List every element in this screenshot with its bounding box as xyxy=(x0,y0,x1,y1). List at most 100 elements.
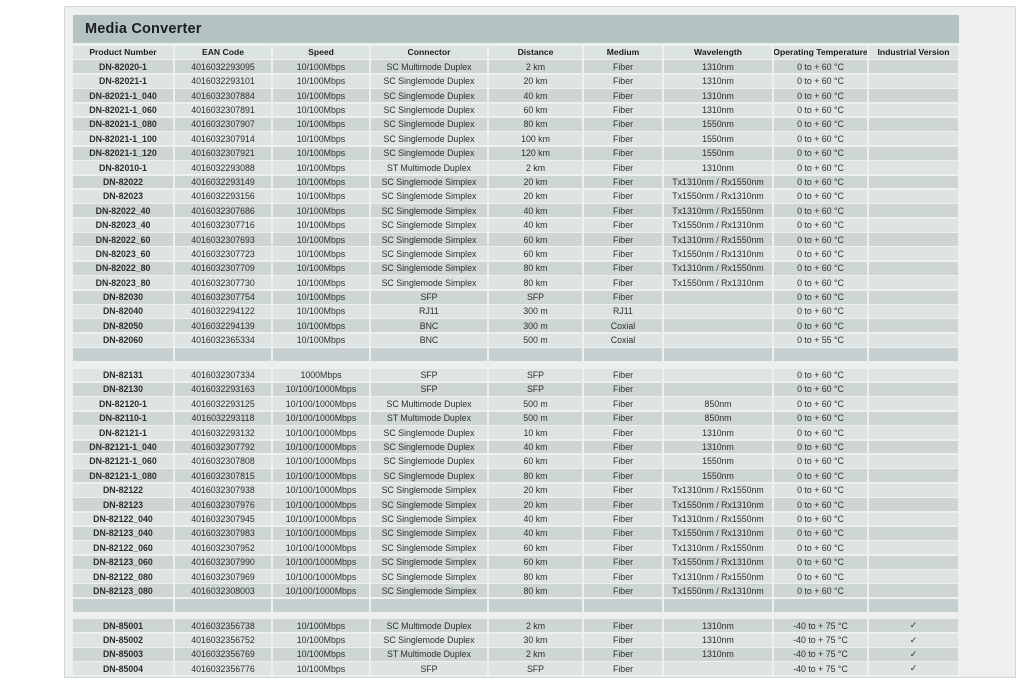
table-row: DN-82040 4016032294122 10/100Mbps RJ11 300 m… xyxy=(73,305,958,318)
cell-wavelength: Tx1550nm / Rx1310nm xyxy=(664,555,772,569)
cell-wavelength: Tx1310nm / Rx1550nm xyxy=(664,175,772,189)
table-row: DN-82023_60 4016032307723 10/100Mbps SC Sin… xyxy=(73,247,958,261)
cell-product-number: DN-82122 xyxy=(73,483,173,497)
media-converter-table: Product Number EAN Code Speed Connector Dist… xyxy=(73,46,1015,676)
cell-wavelength: Tx1550nm / Rx1310nm xyxy=(664,526,772,540)
cell-connector: SC Singlemode Simplex xyxy=(371,584,487,598)
cell-wavelength xyxy=(664,333,772,347)
cell-speed: 10/100/1000Mbps xyxy=(273,454,369,468)
cell-operating-temperature: 0 to + 60 °C xyxy=(774,305,867,318)
cell-distance: 40 km xyxy=(489,89,582,103)
check-icon: ✓ xyxy=(909,648,918,659)
cell-industrial-version: ✓ xyxy=(869,633,958,647)
cell-ean-code: 4016032307709 xyxy=(175,261,271,275)
cell-connector: SC Singlemode Simplex xyxy=(371,233,487,246)
cell-product-number: DN-82022_40 xyxy=(73,204,173,218)
cell-medium: Fiber xyxy=(584,498,662,511)
cell-wavelength: 1310nm xyxy=(664,648,772,661)
cell-operating-temperature: 0 to + 60 °C xyxy=(774,290,867,304)
cell-product-number: DN-82021-1_060 xyxy=(73,103,173,117)
cell-medium: Fiber xyxy=(584,161,662,175)
cell-product-number: DN-82121-1 xyxy=(73,426,173,440)
cell-ean-code: 4016032307730 xyxy=(175,276,271,290)
cell-product-number: DN-82022_60 xyxy=(73,233,173,246)
table-row: DN-82022_60 4016032307693 10/100Mbps SC Sin… xyxy=(73,233,958,246)
cell-wavelength xyxy=(664,368,772,382)
cell-wavelength: 1550nm xyxy=(664,454,772,468)
table-row: DN-82130 4016032293163 10/100/1000Mbps SFP S… xyxy=(73,382,958,396)
cell-speed: 10/100/1000Mbps xyxy=(273,584,369,598)
cell-operating-temperature: 0 to + 60 °C xyxy=(774,526,867,540)
cell-connector: SC Singlemode Duplex xyxy=(371,132,487,146)
cell-medium: Fiber xyxy=(584,132,662,146)
cell-medium: Fiber xyxy=(584,368,662,382)
cell-speed: 10/100/1000Mbps xyxy=(273,541,369,555)
table-row: DN-85001 4016032356738 10/100Mbps SC Multim… xyxy=(73,619,958,633)
cell-speed: 10/100/1000Mbps xyxy=(273,382,369,396)
cell-industrial-version xyxy=(869,411,958,425)
cell-product-number: DN-82131 xyxy=(73,368,173,382)
cell-connector: SC Singlemode Duplex xyxy=(371,146,487,160)
page-title: Media Converter xyxy=(85,21,202,37)
cell-speed: 10/100/1000Mbps xyxy=(273,469,369,483)
separator-cell xyxy=(489,598,582,612)
cell-connector: SC Singlemode Duplex xyxy=(371,426,487,440)
cell-speed: 10/100Mbps xyxy=(273,233,369,246)
cell-speed: 10/100Mbps xyxy=(273,103,369,117)
cell-product-number: DN-85003 xyxy=(73,648,173,661)
cell-connector: SC Multimode Duplex xyxy=(371,619,487,633)
table-row: DN-82021-1_100 4016032307914 10/100Mbps SC … xyxy=(73,132,958,146)
cell-operating-temperature: 0 to + 60 °C xyxy=(774,175,867,189)
cell-product-number: DN-82123 xyxy=(73,498,173,511)
cell-industrial-version: ✓ xyxy=(869,662,958,676)
cell-connector: SC Singlemode Simplex xyxy=(371,541,487,555)
cell-wavelength: Tx1310nm / Rx1550nm xyxy=(664,512,772,526)
cell-speed: 1000Mbps xyxy=(273,368,369,382)
table-row: DN-82021-1 4016032293101 10/100Mbps SC Sing… xyxy=(73,74,958,88)
cell-connector: SFP xyxy=(371,662,487,676)
cell-product-number: DN-82021-1_120 xyxy=(73,146,173,160)
cell-medium: Fiber xyxy=(584,584,662,598)
cell-product-number: DN-82130 xyxy=(73,382,173,396)
cell-industrial-version xyxy=(869,117,958,131)
cell-connector: SC Multimode Duplex xyxy=(371,397,487,411)
cell-wavelength: Tx1550nm / Rx1310nm xyxy=(664,247,772,261)
table-row: DN-82021-1_060 4016032307891 10/100Mbps SC … xyxy=(73,103,958,117)
cell-speed: 10/100Mbps xyxy=(273,290,369,304)
cell-industrial-version xyxy=(869,541,958,555)
cell-operating-temperature: 0 to + 60 °C xyxy=(774,60,867,74)
separator-cell xyxy=(869,348,958,362)
cell-industrial-version xyxy=(869,261,958,275)
cell-industrial-version xyxy=(869,333,958,347)
cell-industrial-version xyxy=(869,368,958,382)
cell-ean-code: 4016032307983 xyxy=(175,526,271,540)
column-header-wavelength: Wavelength xyxy=(664,46,772,59)
cell-ean-code: 4016032293088 xyxy=(175,161,271,175)
cell-distance: 500 m xyxy=(489,397,582,411)
cell-product-number: DN-85001 xyxy=(73,619,173,633)
cell-industrial-version xyxy=(869,132,958,146)
cell-industrial-version xyxy=(869,483,958,497)
cell-product-number: DN-82023 xyxy=(73,189,173,203)
cell-industrial-version xyxy=(869,426,958,440)
cell-speed: 10/100/1000Mbps xyxy=(273,555,369,569)
cell-distance: 60 km xyxy=(489,233,582,246)
cell-operating-temperature: 0 to + 60 °C xyxy=(774,146,867,160)
table-row: DN-82023_80 4016032307730 10/100Mbps SC Sin… xyxy=(73,276,958,290)
cell-operating-temperature: 0 to + 60 °C xyxy=(774,103,867,117)
cell-operating-temperature: 0 to + 60 °C xyxy=(774,233,867,246)
cell-product-number: DN-82122_040 xyxy=(73,512,173,526)
table-row: DN-82021-1_080 4016032307907 10/100Mbps SC … xyxy=(73,117,958,131)
cell-product-number: DN-82010-1 xyxy=(73,161,173,175)
cell-medium: Fiber xyxy=(584,633,662,647)
cell-ean-code: 4016032356769 xyxy=(175,648,271,661)
cell-ean-code: 4016032293156 xyxy=(175,189,271,203)
table-row: DN-85003 4016032356769 10/100Mbps ST Multim… xyxy=(73,648,958,661)
cell-distance: 80 km xyxy=(489,276,582,290)
cell-distance: 80 km xyxy=(489,261,582,275)
cell-operating-temperature: 0 to + 60 °C xyxy=(774,89,867,103)
cell-medium: Fiber xyxy=(584,397,662,411)
cell-product-number: DN-82122_060 xyxy=(73,541,173,555)
cell-speed: 10/100/1000Mbps xyxy=(273,526,369,540)
